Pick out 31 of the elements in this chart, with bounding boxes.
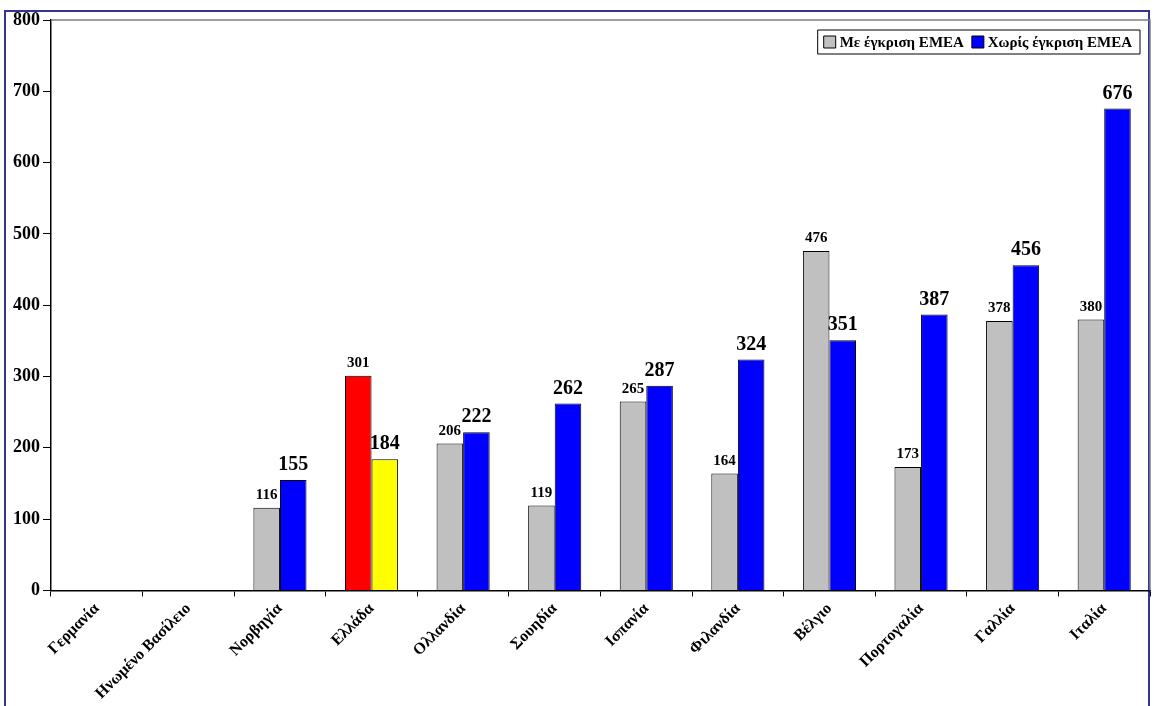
data-label: 676 xyxy=(1102,80,1133,103)
data-label: 265 xyxy=(621,379,645,396)
y-tick-label: 0 xyxy=(31,579,40,600)
data-label: 324 xyxy=(736,331,767,354)
y-tick-label: 100 xyxy=(13,507,40,528)
data-label: 184 xyxy=(369,431,400,454)
data-label: 476 xyxy=(804,229,828,246)
data-label: 155 xyxy=(278,452,309,475)
legend-label: Με έγκριση EMEA xyxy=(839,33,965,50)
data-label: 119 xyxy=(530,483,553,500)
data-label: 262 xyxy=(552,375,583,398)
data-label: 351 xyxy=(827,312,858,335)
y-tick-label: 400 xyxy=(13,293,40,314)
y-tick-label: 500 xyxy=(13,222,40,243)
data-label: 301 xyxy=(347,354,370,371)
data-label: 456 xyxy=(1010,237,1041,260)
data-label: 378 xyxy=(988,299,1011,316)
y-tick-label: 700 xyxy=(13,79,40,100)
data-label: 287 xyxy=(644,357,675,380)
data-label: 387 xyxy=(919,286,950,309)
y-tick-label: 600 xyxy=(13,151,40,172)
data-label: 173 xyxy=(896,445,920,462)
y-tick-label: 800 xyxy=(13,8,40,29)
data-label: 222 xyxy=(461,404,492,427)
data-label: 380 xyxy=(1079,297,1103,314)
data-label: 164 xyxy=(713,451,737,468)
data-label: 206 xyxy=(438,421,462,438)
legend-label: Χωρίς έγκριση EMEA xyxy=(987,33,1133,50)
data-label: 116 xyxy=(255,486,279,503)
y-tick-label: 300 xyxy=(13,365,40,386)
y-tick-label: 200 xyxy=(13,436,40,457)
